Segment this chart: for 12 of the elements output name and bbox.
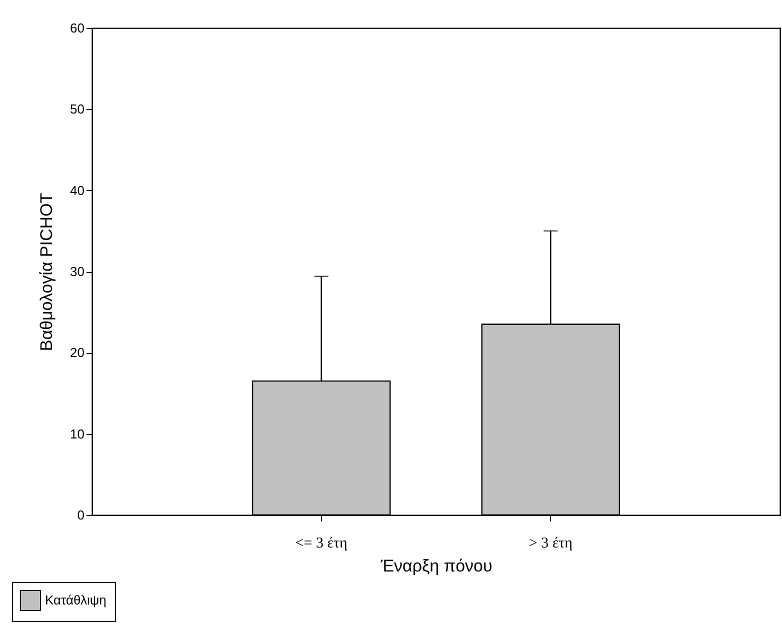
- y-tick-label: 10: [70, 426, 84, 442]
- x-tick-label: <= 3 έτη: [295, 536, 348, 552]
- x-axis-title: Έναρξη πόνου: [380, 556, 492, 576]
- y-tick-label: 60: [70, 20, 84, 36]
- y-tick-label: 0: [77, 508, 84, 522]
- legend-label: Κατάθλιψη: [45, 592, 106, 608]
- y-tick-label: 50: [70, 102, 84, 117]
- x-tick-label: > 3 έτη: [528, 536, 573, 552]
- y-axis-title: Βαθμολογία PICHOT: [37, 192, 56, 352]
- y-tick-label: 20: [70, 345, 84, 360]
- y-tick-label: 40: [70, 182, 84, 198]
- y-tick-label: 30: [70, 264, 84, 279]
